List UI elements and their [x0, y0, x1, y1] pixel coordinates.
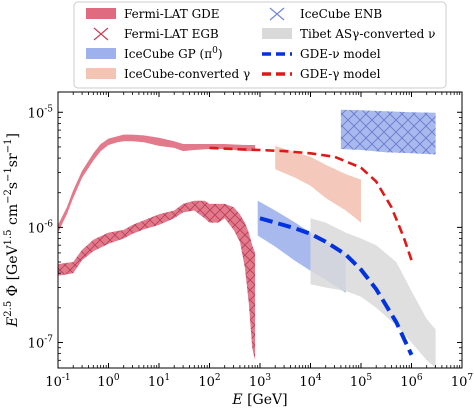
- gde-model-line: [209, 146, 413, 261]
- legend-label: Fermi-LAT GDE: [124, 7, 220, 21]
- gde-model-line: [259, 216, 414, 356]
- tick-labels: 10-1 100 101 102 103 104 105 106 107 10-7 10-6 10-5: [28, 104, 474, 390]
- legend-swatch: [86, 68, 116, 79]
- legend-swatch: [262, 28, 292, 39]
- x-tick-label: 106: [400, 373, 423, 390]
- y-tick-label: 10-5: [28, 104, 54, 121]
- legend-hatch-icon: [269, 7, 285, 21]
- legend-swatch: [86, 48, 116, 59]
- legend-label: IceCube GP (π0): [124, 46, 223, 61]
- legend-item-gde-model: GDE-ν model: [262, 47, 381, 61]
- legend-label: GDE-ν model: [300, 47, 381, 61]
- legend-item-icecube-gp-0: IceCube GP (π0): [86, 46, 223, 61]
- x-tick-label: 101: [148, 373, 170, 390]
- x-axis-label: E [GeV]: [231, 392, 287, 408]
- legend-item-tibet-as-converted: Tibet ASγ-converted ν: [262, 27, 435, 41]
- legend-label: Fermi-LAT EGB: [124, 27, 219, 41]
- x-tick-label: 105: [350, 373, 373, 390]
- legend-item-icecube-enb: IceCube ENB: [269, 7, 382, 21]
- legend-swatch: [86, 8, 116, 19]
- y-tick-label: 10-6: [28, 219, 54, 236]
- x-tick-label: 103: [249, 373, 272, 390]
- tibet-as-converted-band: [310, 218, 436, 368]
- legend-item-icecube-converted: IceCube-converted γ: [86, 67, 250, 81]
- legend-item-fermi-lat-egb: Fermi-LAT EGB: [93, 27, 219, 41]
- fermi-lat-egb-band: [58, 200, 256, 361]
- legend-label: Tibet ASγ-converted ν: [300, 27, 435, 41]
- legend: Fermi-LAT GDE Fermi-LAT EGB IceCube GP (π0…: [73, 1, 447, 89]
- y-tick-label: 10-7: [28, 334, 54, 351]
- x-tick-label: 104: [299, 373, 322, 390]
- legend-item-fermi-lat-gde: Fermi-LAT GDE: [86, 7, 220, 21]
- legend-item-gde-model: GDE-γ model: [262, 67, 381, 81]
- x-tick-label: 10-1: [45, 373, 70, 390]
- data-bands: [58, 109, 436, 368]
- legend-label: GDE-γ model: [300, 67, 381, 81]
- x-tick-label: 107: [451, 373, 474, 390]
- icecube-converted-band: [275, 145, 361, 223]
- legend-hatch-icon: [93, 27, 109, 41]
- x-tick-label: 102: [198, 373, 220, 390]
- legend-label: IceCube ENB: [300, 7, 382, 21]
- legend-label: IceCube-converted γ: [124, 67, 250, 81]
- icecube-enb-band: [340, 109, 436, 155]
- x-tick-label: 100: [97, 373, 120, 390]
- y-axis-label: E2.5 Φ [GeV1.5 cm−2s−1sr−1]: [3, 133, 21, 328]
- legend-box: [73, 1, 447, 89]
- model-lines: [209, 146, 414, 356]
- axis-ticks: [57, 92, 463, 369]
